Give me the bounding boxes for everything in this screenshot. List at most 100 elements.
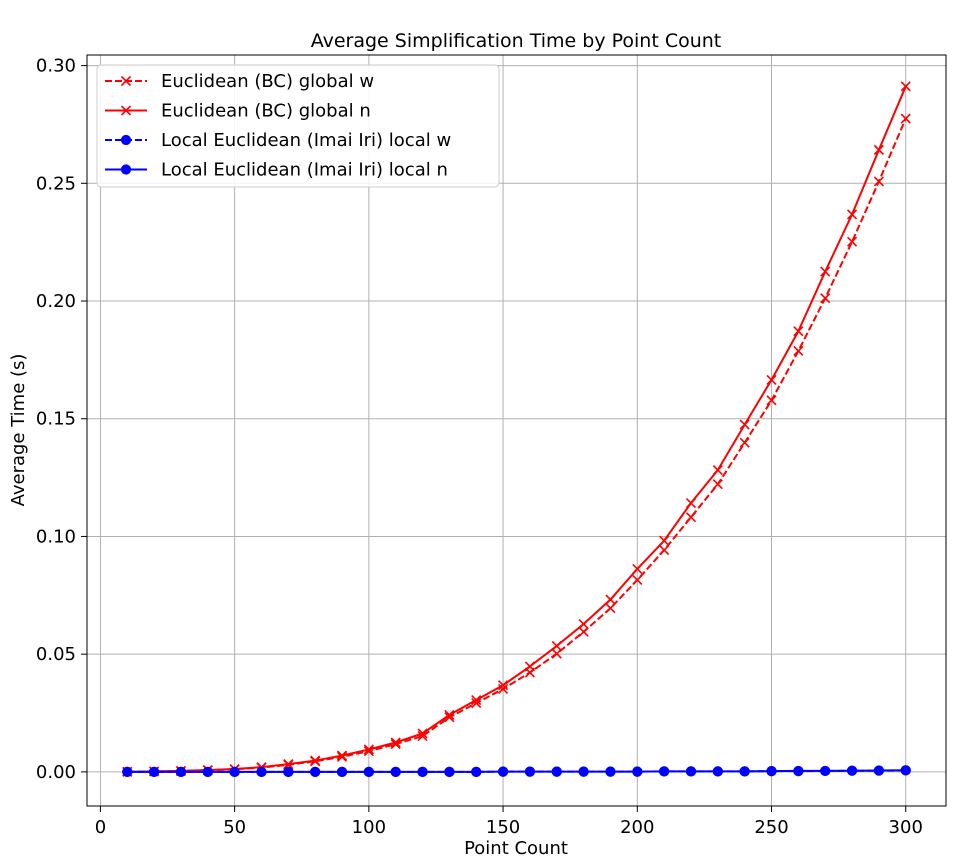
- series-1-point: [873, 176, 884, 187]
- series-2-point: [524, 661, 535, 672]
- series-2-point: [471, 694, 482, 706]
- series-1-point: [336, 751, 348, 762]
- series-4-point: [793, 765, 804, 777]
- series-1-point: [846, 236, 858, 247]
- y-tick-label: 0.10: [36, 526, 76, 547]
- series-1-point: [712, 479, 723, 490]
- y-tick-label: 0.05: [36, 644, 76, 665]
- series-4-point: [390, 766, 401, 777]
- series-1-point: [739, 437, 750, 448]
- series-4-point: [712, 766, 723, 777]
- series-4-point: [632, 766, 643, 777]
- series-4-point: [659, 766, 670, 777]
- legend-swatch-marker: [120, 105, 132, 116]
- series-4-point: [524, 766, 536, 777]
- legend-item: Local Euclidean (Imai Iri) local w: [105, 130, 451, 151]
- legend-swatch-marker: [120, 134, 132, 146]
- series-2-point: [793, 326, 804, 337]
- series-2-point: [820, 266, 831, 277]
- series-2-point: [685, 497, 697, 509]
- series-4-point: [417, 766, 428, 777]
- series-2-point: [390, 737, 401, 748]
- chart-title: Average Simplification Time by Point Cou…: [311, 30, 722, 52]
- series-1-point: [578, 626, 589, 637]
- legend-swatch-marker: [120, 75, 132, 87]
- series-1-point: [659, 545, 670, 556]
- series-1-point: [685, 512, 697, 523]
- series-4-point: [578, 766, 589, 777]
- series-2-point: [766, 374, 777, 385]
- series-4-point: [256, 766, 267, 777]
- y-axis-title: Average Time (s): [8, 354, 29, 507]
- series-4-point: [846, 765, 858, 776]
- legend-label: Euclidean (BC) global w: [161, 71, 374, 92]
- series-4-point: [900, 765, 911, 776]
- x-tick-label: 100: [352, 817, 386, 838]
- series-2-point: [846, 209, 858, 220]
- y-axis-ticks: 0.00 0.05 0.10 0.15 0.20 0.25 0.30: [36, 56, 87, 783]
- series-1-point: [820, 293, 831, 304]
- x-tick-label: 200: [620, 817, 654, 838]
- series-4-point: [471, 766, 482, 777]
- series-2-point: [283, 759, 294, 770]
- series-4-point: [310, 766, 321, 777]
- series-4-point: [149, 766, 160, 777]
- series-4-point: [605, 766, 616, 777]
- series-4-point: [497, 766, 509, 777]
- series-1-point: [900, 113, 911, 124]
- series-4-point: [766, 766, 777, 777]
- series-2-point: [712, 464, 723, 476]
- series-4-point: [336, 766, 348, 777]
- series-4-point: [739, 766, 750, 777]
- series-4-point: [551, 766, 562, 777]
- series-2-point: [739, 419, 750, 430]
- y-tick-label: 0.00: [36, 762, 76, 783]
- legend-label: Local Euclidean (Imai Iri) local w: [161, 130, 451, 151]
- y-tick-label: 0.30: [36, 56, 76, 77]
- legend-label: Euclidean (BC) global n: [161, 101, 371, 122]
- x-tick-label: 50: [223, 817, 246, 838]
- x-tick-label: 0: [95, 817, 106, 838]
- x-axis-title: Point Count: [464, 838, 568, 859]
- series-2-point: [659, 535, 670, 546]
- legend-box: [96, 64, 500, 188]
- series-4-point: [229, 766, 240, 777]
- legend-item: Local Euclidean (Imai Iri) local n: [105, 160, 448, 181]
- legend-item: Euclidean (BC) global n: [105, 101, 371, 122]
- y-tick-label: 0.20: [36, 291, 76, 312]
- y-tick-label: 0.15: [36, 409, 76, 430]
- series-4-point: [202, 766, 213, 777]
- series-4: [122, 765, 911, 777]
- series-2-point: [310, 755, 321, 766]
- series-4-point: [873, 765, 884, 776]
- legend: Euclidean (BC) global w Euclidean (BC) gl…: [96, 64, 500, 188]
- series-4-point: [444, 766, 455, 777]
- series-2-line: [127, 85, 907, 773]
- series-2-point: [498, 680, 509, 691]
- series-2-point: [578, 618, 589, 630]
- legend-item: Euclidean (BC) global w: [105, 71, 374, 92]
- x-tick-label: 250: [754, 817, 788, 838]
- series-4-point: [685, 766, 697, 777]
- series-2-point: [873, 144, 884, 155]
- series-2-point: [444, 709, 455, 720]
- series-2-point: [605, 594, 616, 605]
- series-1-point: [417, 731, 428, 742]
- series-2-point: [363, 744, 374, 755]
- series-1-point: [766, 395, 777, 406]
- plot-frame: [86, 54, 947, 807]
- y-tick-label: 0.25: [36, 173, 76, 194]
- series-1-point: [632, 574, 643, 586]
- series-2-point: [632, 563, 643, 574]
- series-4-point: [283, 766, 294, 777]
- series-1-point: [551, 648, 562, 659]
- series-layer: [122, 81, 911, 777]
- series-2-point: [551, 640, 562, 651]
- series-4-point: [363, 766, 374, 777]
- x-tick-label: 150: [486, 817, 520, 838]
- series-2-point: [900, 81, 911, 92]
- series-4-point: [175, 766, 187, 777]
- x-axis-ticks: 0 50 100 150 200 250 300: [95, 806, 923, 838]
